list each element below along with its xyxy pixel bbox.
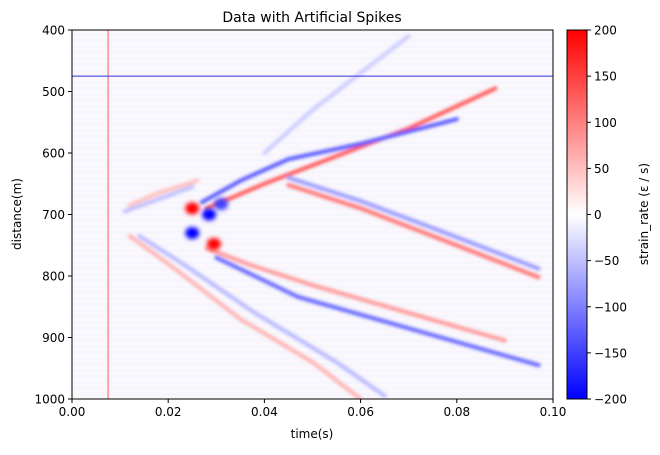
- wavefront-upper-blue-wavefront: [199, 117, 459, 205]
- y-axis-label: distance(m): [10, 178, 24, 250]
- wavefront-middle-blue-diagonal: [286, 175, 541, 271]
- x-tick-label: 0.04: [251, 405, 278, 419]
- colorbar-tick-label: −150: [594, 346, 627, 360]
- source-blob-2: [185, 226, 200, 239]
- chart-title: Data with Artificial Spikes: [222, 10, 401, 26]
- wavefront-upper-faint-branch: [262, 34, 411, 155]
- wavefront-upper-left-wing: [122, 184, 195, 214]
- y-tick-label: 600: [42, 147, 65, 161]
- y-tick-label: 1000: [34, 393, 65, 407]
- plot-area: [72, 30, 553, 399]
- y-tick-label: 700: [42, 208, 65, 222]
- colorbar: [566, 29, 588, 400]
- source-blob-1: [202, 208, 217, 221]
- colorbar-tick-label: 150: [594, 70, 617, 84]
- colorbar-tick-label: −100: [594, 300, 627, 314]
- x-tick-label: 0.10: [540, 405, 567, 419]
- x-axis-label: time(s): [291, 427, 334, 441]
- x-tick-label: 0.00: [59, 405, 86, 419]
- colorbar-tick-label: 50: [594, 162, 609, 176]
- y-tick-label: 900: [42, 331, 65, 345]
- colorbar-tick-label: −200: [594, 393, 627, 407]
- y-tick-label: 500: [42, 85, 65, 99]
- x-tick-label: 0.06: [347, 405, 374, 419]
- source-blob-3: [206, 238, 221, 251]
- colorbar-tick-label: 0: [594, 208, 602, 222]
- y-tick-label: 800: [42, 270, 65, 284]
- wavefront-middle-red-diagonal: [286, 183, 541, 280]
- heatmap-background: [72, 30, 553, 399]
- wavefront-lower-red-wavefront: [204, 246, 507, 343]
- source-blob-0: [185, 202, 200, 215]
- wavefront-lower-blue-wavefront: [214, 255, 541, 368]
- colorbar-tick-label: 100: [594, 116, 617, 130]
- x-tick-label: 0.02: [155, 405, 182, 419]
- wavefront-upper-left-wing-red: [127, 178, 200, 208]
- colorbar-tick-label: −50: [594, 254, 619, 268]
- colorbar-label: strain_rate (ε / s): [637, 163, 651, 265]
- wavefront-lower-left-wing-red: [127, 234, 363, 399]
- x-tick-label: 0.08: [443, 405, 470, 419]
- colorbar-tick-label: 200: [594, 24, 617, 38]
- source-blob-4: [214, 198, 229, 211]
- wavefront-upper-red-wavefront: [204, 86, 498, 211]
- wavefront-lower-left-wing-blue: [137, 234, 387, 398]
- y-tick-label: 400: [42, 24, 65, 38]
